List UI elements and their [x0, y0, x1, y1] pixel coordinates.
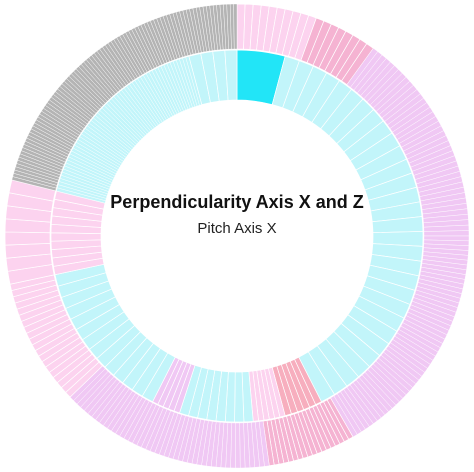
chart-subtitle: Pitch Axis X — [197, 220, 277, 237]
outer-segment — [233, 3, 238, 50]
inner-ring — [50, 49, 424, 423]
outer-ring — [4, 3, 470, 469]
inner-segment — [224, 49, 238, 101]
inner-segment — [234, 371, 245, 423]
outer-segment — [235, 422, 241, 469]
chart-title: Perpendicularity Axis X and Z — [110, 192, 364, 212]
